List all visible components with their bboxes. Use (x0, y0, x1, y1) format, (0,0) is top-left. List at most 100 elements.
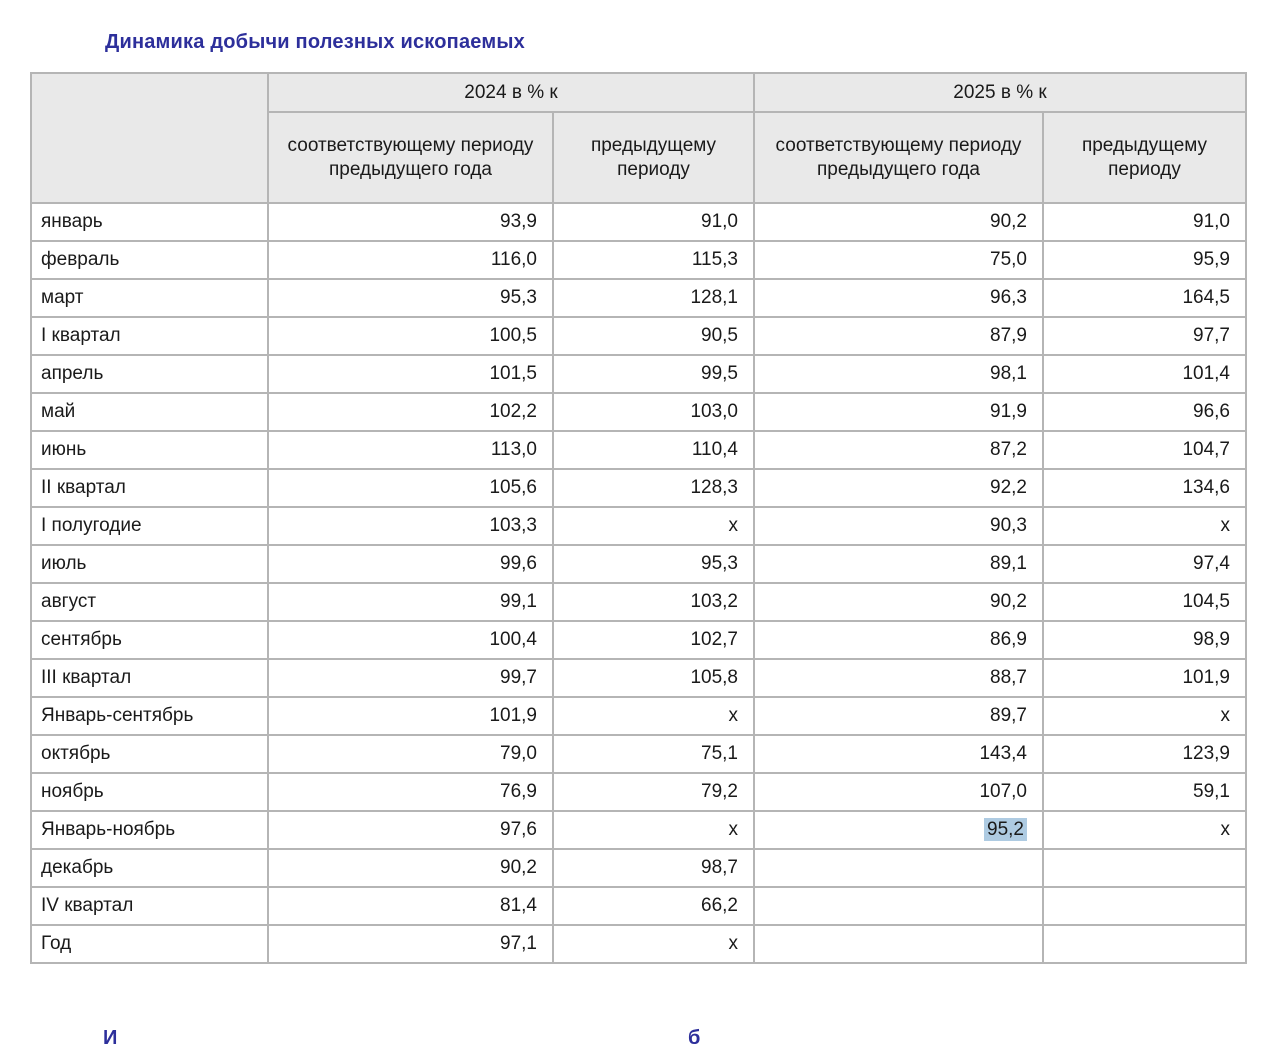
table-row: март 95,3 128,1 96,3 164,5 (30, 278, 1247, 318)
cell-2025-same-period: 143,4 (753, 734, 1044, 774)
row-label: ноябрь (30, 772, 269, 812)
cell-2025-same-period: 96,3 (753, 278, 1044, 318)
cell-2024-same-period: 99,1 (267, 582, 554, 622)
table-row: III квартал 99,7 105,8 88,7 101,9 (30, 658, 1247, 698)
cell-2024-same-period: 100,5 (267, 316, 554, 356)
row-label: Год (30, 924, 269, 964)
cell-2025-prev-period: 98,9 (1042, 620, 1247, 660)
cell-2024-prev-period: 128,1 (552, 278, 755, 318)
table-row: май 102,2 103,0 91,9 96,6 (30, 392, 1247, 432)
cell-2025-same-period: 90,2 (753, 582, 1044, 622)
cell-2025-prev-period: 96,6 (1042, 392, 1247, 432)
cell-2025-same-period: 90,2 (753, 202, 1044, 242)
cell-2024-prev-period: 75,1 (552, 734, 755, 774)
cell-2025-same-period: 91,9 (753, 392, 1044, 432)
cell-2024-prev-period: 105,8 (552, 658, 755, 698)
row-label: I квартал (30, 316, 269, 356)
cell-2024-same-period: 76,9 (267, 772, 554, 812)
row-label: апрель (30, 354, 269, 394)
cell-2024-same-period: 103,3 (267, 506, 554, 546)
cell-2025-same-period: 89,7 (753, 696, 1044, 736)
cell-2025-prev-period: 97,4 (1042, 544, 1247, 584)
cell-2024-same-period: 100,4 (267, 620, 554, 660)
cell-2024-same-period: 79,0 (267, 734, 554, 774)
row-label: сентябрь (30, 620, 269, 660)
cell-2024-prev-period: 115,3 (552, 240, 755, 280)
cell-2025-prev-period: 97,7 (1042, 316, 1247, 356)
table-row: апрель 101,5 99,5 98,1 101,4 (30, 354, 1247, 394)
cell-2025-same-period: 88,7 (753, 658, 1044, 698)
cell-2025-prev-period: 104,7 (1042, 430, 1247, 470)
row-label: февраль (30, 240, 269, 280)
cell-2024-prev-period: 128,3 (552, 468, 755, 508)
cell-2024-same-period: 95,3 (267, 278, 554, 318)
cell-2024-same-period: 97,1 (267, 924, 554, 964)
row-label: декабрь (30, 848, 269, 888)
row-label: август (30, 582, 269, 622)
cell-2024-same-period: 105,6 (267, 468, 554, 508)
cell-2025-same-period: 87,2 (753, 430, 1044, 470)
cell-2024-prev-period: 79,2 (552, 772, 755, 812)
highlighted-value: 95,2 (984, 818, 1027, 841)
cell-2025-prev-period: х (1042, 810, 1247, 850)
row-label: III квартал (30, 658, 269, 698)
row-label: март (30, 278, 269, 318)
cell-2024-same-period: 101,5 (267, 354, 554, 394)
row-label: октябрь (30, 734, 269, 774)
cell-2024-prev-period: х (552, 696, 755, 736)
table-row: I квартал 100,5 90,5 87,9 97,7 (30, 316, 1247, 356)
clipped-next-heading: И б (0, 1026, 1268, 1049)
cell-2025-same-period: 92,2 (753, 468, 1044, 508)
cell-2024-prev-period: 103,2 (552, 582, 755, 622)
cell-2024-prev-period: 102,7 (552, 620, 755, 660)
clipped-heading-fragment: И (103, 1027, 118, 1049)
cell-2024-prev-period: 110,4 (552, 430, 755, 470)
cell-2024-same-period: 99,6 (267, 544, 554, 584)
cell-2025-same-period: 87,9 (753, 316, 1044, 356)
cell-2025-prev-period (1042, 924, 1247, 964)
subheader-2025-same-period: соответствующему периоду предыдущего год… (753, 111, 1044, 204)
table-row: Год 97,1 х (30, 924, 1247, 964)
cell-2025-prev-period (1042, 848, 1247, 888)
cell-2024-same-period: 99,7 (267, 658, 554, 698)
row-label: II квартал (30, 468, 269, 508)
cell-2025-prev-period: х (1042, 696, 1247, 736)
colgroup-2024: 2024 в % к (267, 72, 755, 113)
page-title: Динамика добычи полезных ископаемых (105, 31, 525, 53)
cell-2025-prev-period (1042, 886, 1247, 926)
cell-2024-same-period: 116,0 (267, 240, 554, 280)
cell-2025-same-period: 107,0 (753, 772, 1044, 812)
subheader-2024-same-period: соответствующему периоду предыдущего год… (267, 111, 554, 204)
header-sub-row: соответствующему периоду предыдущего год… (31, 111, 1247, 204)
cell-2025-prev-period: 95,9 (1042, 240, 1247, 280)
cell-2024-prev-period: 95,3 (552, 544, 755, 584)
subheader-2024-prev-period: предыдущему периоду (552, 111, 755, 204)
row-label: I полугодие (30, 506, 269, 546)
table-row: I полугодие 103,3 х 90,3 х (30, 506, 1247, 546)
cell-2025-same-period: 90,3 (753, 506, 1044, 546)
cell-2025-prev-period: 104,5 (1042, 582, 1247, 622)
table-row: IV квартал 81,4 66,2 (30, 886, 1247, 926)
cell-2024-prev-period: 103,0 (552, 392, 755, 432)
cell-2024-prev-period: 91,0 (552, 202, 755, 242)
cell-2025-same-period (753, 924, 1044, 964)
cell-2024-same-period: 97,6 (267, 810, 554, 850)
row-label: январь (30, 202, 269, 242)
cell-2025-same-period: 98,1 (753, 354, 1044, 394)
cell-2024-prev-period: х (552, 810, 755, 850)
row-label: IV квартал (30, 886, 269, 926)
clipped-heading-fragment: б (688, 1027, 701, 1049)
cell-2025-prev-period: 123,9 (1042, 734, 1247, 774)
table-row: Январь-ноябрь 97,6 х 95,2 х (30, 810, 1247, 850)
cell-2025-same-period: 89,1 (753, 544, 1044, 584)
table-row: октябрь 79,0 75,1 143,4 123,9 (30, 734, 1247, 774)
cell-2024-prev-period: х (552, 924, 755, 964)
cell-2025-same-period: 75,0 (753, 240, 1044, 280)
colgroup-2025: 2025 в % к (753, 72, 1247, 113)
subheader-2025-prev-period: предыдущему периоду (1042, 111, 1247, 204)
cell-2024-prev-period: х (552, 506, 755, 546)
table-body: январь 93,9 91,0 90,2 91,0 февраль 116,0 115,3 7… (30, 202, 1247, 964)
table-row: ноябрь 76,9 79,2 107,0 59,1 (30, 772, 1247, 812)
mining-dynamics-table: 2024 в % к 2025 в % к соответствующему п… (30, 72, 1247, 964)
cell-2024-same-period: 102,2 (267, 392, 554, 432)
